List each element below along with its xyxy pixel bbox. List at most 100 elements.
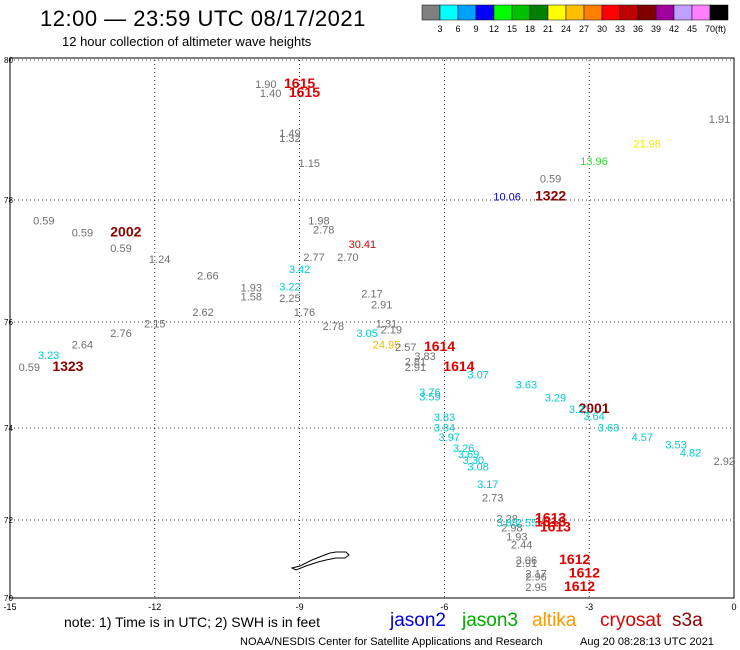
latitude-tick-label: 70 — [4, 594, 13, 603]
colorbar-tick-label: 30 — [597, 24, 607, 34]
wave-height-label: 3.63 — [598, 423, 619, 435]
latitude-tick-label: 78 — [4, 196, 13, 205]
latitude-tick-label: 76 — [4, 318, 13, 327]
colorbar-tick-label: 12 — [489, 24, 499, 34]
wave-height-label: 1615 — [289, 84, 320, 100]
wave-height-label: 2.15 — [144, 318, 165, 330]
wave-height-label: 1612 — [569, 565, 600, 581]
wave-height-label: 1322 — [535, 188, 566, 204]
legend-cryosat: cryosat — [600, 610, 662, 631]
wave-height-label: 1.24 — [149, 254, 170, 266]
wave-height-label: 3.22 — [279, 281, 300, 293]
wave-height-label: 0.59 — [110, 243, 131, 255]
island-outline — [290, 551, 350, 571]
generation-timestamp: Aug 20 08:28:13 UTC 2021 — [580, 636, 714, 648]
longitude-tick-label: -6 — [440, 602, 448, 610]
wave-height-label: 2.57 — [395, 342, 416, 354]
colorbar-tick-label: 3 — [437, 24, 442, 34]
wave-height-label: 1.90 — [255, 79, 276, 91]
colorbar-tick-label: 70 — [705, 24, 715, 34]
wave-height-label: 24.95 — [373, 340, 401, 352]
wave-height-label: 1323 — [52, 358, 83, 374]
wave-height-label: 3.30 — [463, 455, 484, 467]
colorbar-tick-label: 42 — [669, 24, 679, 34]
wave-height-label: 3.76 — [419, 387, 440, 399]
wave-height-label: 2.64 — [72, 340, 93, 352]
wave-height-label: 2.91 — [516, 558, 537, 570]
wave-height-label: 1613 — [540, 519, 571, 535]
wave-height-label: 2.76 — [110, 328, 131, 340]
wave-height-label: 3.83 — [414, 351, 435, 363]
wave-height-label: 3.23 — [38, 350, 59, 362]
wave-height-label: 3.42 — [289, 264, 310, 276]
wave-height-label: 1613 — [535, 510, 566, 526]
wave-height-label: 1.31 — [376, 318, 397, 330]
wave-height-label: 3.63 — [516, 379, 537, 391]
wave-height-label: 2.77 — [303, 252, 324, 264]
wave-height-label: 3.59 — [419, 391, 440, 403]
colorbar-tick-label: 15 — [507, 24, 517, 34]
colorbar-tick-label: 39 — [651, 24, 661, 34]
wave-height-label: 1.91 — [709, 114, 730, 126]
wave-height-label: 1.32 — [279, 133, 300, 145]
colorbar-tick-label: 27 — [579, 24, 589, 34]
wave-height-label: 1.15 — [299, 158, 320, 170]
colorbar-unit: (ft) — [715, 24, 726, 34]
wave-height-label: 1614 — [443, 358, 474, 374]
wave-height-label: 2.78 — [323, 321, 344, 333]
wave-height-label: 3.97 — [439, 432, 460, 444]
wave-height-label: 2.25 — [279, 293, 300, 305]
colorbar-tick-label: 45 — [687, 24, 697, 34]
wave-height-label: 0.59 — [19, 362, 40, 374]
wave-height-label: 2.55 — [516, 518, 537, 530]
latitude-tick-label: 80 — [4, 56, 13, 65]
longitude-tick-label: -12 — [148, 602, 161, 610]
wave-height-label: 0.59 — [33, 215, 54, 227]
wave-height-label: 2.91 — [405, 362, 426, 374]
wave-height-label: 30.41 — [349, 239, 377, 251]
wave-height-label: 3.69 — [458, 449, 479, 461]
wave-height-label: 2.78 — [313, 225, 334, 237]
page-title: 12:00 — 23:59 UTC 08/17/2021 — [40, 6, 366, 31]
wave-height-label: 3.29 — [545, 393, 566, 405]
legend-s3a: s3a — [672, 610, 703, 631]
wave-height-label: 1615 — [284, 75, 315, 91]
wave-height-label: 13.96 — [580, 156, 608, 168]
wave-height-label: 4.82 — [680, 448, 701, 460]
wave-height-label: 0.59 — [540, 174, 561, 186]
wave-height-label: 3.84 — [434, 423, 455, 435]
footer-note: note: 1) Time is in UTC; 2) SWH is in fe… — [64, 614, 320, 630]
wave-height-label: 0.59 — [72, 228, 93, 240]
longitude-tick-label: -9 — [296, 602, 304, 610]
wave-height-label: 2.96 — [525, 571, 546, 583]
wave-height-label: 3.17 — [477, 479, 498, 491]
wave-height-label: 2.17 — [361, 289, 382, 301]
colorbar-tick-label: 6 — [455, 24, 460, 34]
wave-height-label: 2.70 — [337, 252, 358, 264]
colorbar-swatch — [709, 4, 729, 21]
wave-height-label: 3.26 — [453, 443, 474, 455]
wave-height-label: 3.08 — [467, 461, 488, 473]
wave-height-label: 1.98 — [308, 215, 329, 227]
wave-height-label: 1.40 — [260, 88, 281, 100]
wave-height-label: 4.57 — [632, 432, 653, 444]
wave-height-label: 1.49 — [279, 128, 300, 140]
longitude-tick-label: -15 — [3, 602, 16, 610]
wave-height-label: 2.95 — [525, 582, 546, 594]
wave-height-label: 3.07 — [467, 370, 488, 382]
wave-height-label: 3.05 — [356, 328, 377, 340]
colorbar-tick-label: 36 — [633, 24, 643, 34]
wave-height-label: 1.93 — [241, 283, 262, 295]
wave-height-label: 3.06 — [516, 555, 537, 567]
colorbar-tick-label: 18 — [525, 24, 535, 34]
colorbar-tick-label: 24 — [561, 24, 571, 34]
wave-height-label: 2.19 — [381, 325, 402, 337]
wave-height-label: 10.06 — [493, 192, 521, 204]
wave-height-label: 21.98 — [633, 139, 661, 151]
wave-height-label: 2002 — [110, 224, 141, 240]
wave-height-label: 3.64 — [583, 411, 604, 423]
wave-height-map: -15 -12 -9 -6 -3 08078767472701.901.401615161… — [3, 56, 736, 610]
longitude-tick-label: -3 — [585, 602, 593, 610]
wave-height-label: 1613 — [535, 514, 566, 530]
wave-height-label: 2.81 — [405, 356, 426, 368]
